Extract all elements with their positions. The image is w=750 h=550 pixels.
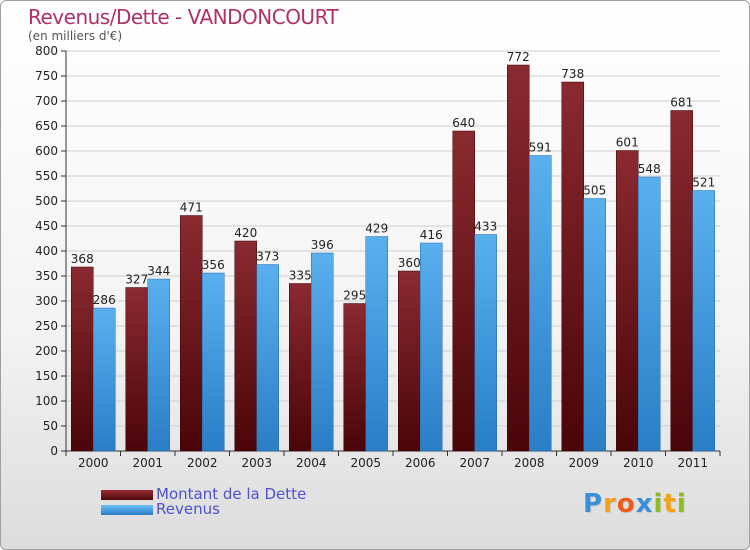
data-label: 368 xyxy=(71,252,94,266)
data-label: 286 xyxy=(93,293,116,307)
legend-label-revenus: Revenus xyxy=(156,500,220,518)
bar-revenus xyxy=(256,264,279,452)
chart-subtitle: (en milliers d'€) xyxy=(28,29,123,43)
data-label: 416 xyxy=(420,228,443,242)
bar-revenus xyxy=(529,155,552,452)
data-label: 471 xyxy=(180,201,203,215)
logo-letter: x xyxy=(635,489,654,519)
x-tick-label: 2006 xyxy=(405,456,436,470)
y-tick-label: 650 xyxy=(35,119,58,133)
data-label: 335 xyxy=(289,269,312,283)
bar-revenus xyxy=(202,272,225,452)
bar-dette xyxy=(507,64,530,452)
y-tick-label: 150 xyxy=(35,369,58,383)
bar-dette xyxy=(616,150,639,452)
y-tick-label: 600 xyxy=(35,144,58,158)
y-tick-label: 300 xyxy=(35,294,58,308)
bar-revenus xyxy=(583,198,606,452)
data-label: 327 xyxy=(125,273,148,287)
bar-dette xyxy=(561,81,584,452)
data-label: 420 xyxy=(234,226,257,240)
logo-letter: i xyxy=(653,489,664,519)
data-label: 548 xyxy=(638,162,661,176)
logo-letter: P xyxy=(583,489,604,519)
logo-letter: o xyxy=(616,489,636,519)
bar-revenus xyxy=(311,252,334,452)
y-tick-label: 0 xyxy=(50,444,58,458)
y-tick-label: 200 xyxy=(35,344,58,358)
y-tick-label: 500 xyxy=(35,194,58,208)
data-label: 591 xyxy=(529,141,552,155)
bar-revenus xyxy=(474,234,497,452)
y-tick-label: 450 xyxy=(35,219,58,233)
data-label: 356 xyxy=(202,258,225,272)
y-tick-label: 400 xyxy=(35,244,58,258)
data-label: 429 xyxy=(365,222,388,236)
y-tick-label: 100 xyxy=(35,394,58,408)
legend-swatch-revenus xyxy=(101,505,153,515)
y-tick-label: 250 xyxy=(35,319,58,333)
bar-dette xyxy=(670,110,693,452)
bar-revenus xyxy=(420,242,443,452)
data-label: 295 xyxy=(343,289,366,303)
data-label: 360 xyxy=(398,256,421,270)
x-tick-label: 2008 xyxy=(514,456,545,470)
logo-letter: i xyxy=(676,489,687,519)
logo-letter: t xyxy=(663,489,677,519)
data-label: 433 xyxy=(474,220,497,234)
y-tick-label: 550 xyxy=(35,169,58,183)
proxiti-logo: Proxiti xyxy=(583,489,687,519)
bar-dette xyxy=(289,283,312,452)
bar-dette xyxy=(71,266,94,452)
bar-revenus xyxy=(147,278,170,452)
data-label: 344 xyxy=(147,264,170,278)
legend-label-dette: Montant de la Dette xyxy=(156,485,307,503)
y-tick-label: 50 xyxy=(43,419,58,433)
bar-dette xyxy=(452,130,475,452)
x-tick-label: 2011 xyxy=(677,456,708,470)
y-tick-label: 750 xyxy=(35,69,58,83)
bar-revenus xyxy=(365,236,388,452)
y-tick-label: 700 xyxy=(35,94,58,108)
x-tick-label: 2009 xyxy=(568,456,599,470)
data-label: 640 xyxy=(452,116,475,130)
x-tick-label: 2005 xyxy=(350,456,381,470)
y-tick-label: 350 xyxy=(35,269,58,283)
data-label: 681 xyxy=(670,96,693,110)
bar-revenus xyxy=(93,307,116,452)
x-tick-label: 2004 xyxy=(296,456,327,470)
chart-title: Revenus/Dette - VANDONCOURT xyxy=(28,5,339,29)
data-label: 738 xyxy=(561,67,584,81)
legend-swatch-dette xyxy=(101,490,153,500)
bar-dette xyxy=(125,287,148,452)
x-tick-label: 2007 xyxy=(459,456,490,470)
data-label: 601 xyxy=(616,136,639,150)
data-label: 521 xyxy=(692,176,715,190)
data-label: 396 xyxy=(311,238,334,252)
x-tick-label: 2001 xyxy=(132,456,163,470)
bar-revenus xyxy=(692,190,715,452)
x-tick-label: 2002 xyxy=(187,456,218,470)
y-tick-label: 800 xyxy=(35,44,58,58)
x-tick-label: 2003 xyxy=(241,456,272,470)
bar-revenus xyxy=(638,176,661,452)
data-label: 373 xyxy=(256,250,279,264)
logo-letter: r xyxy=(603,489,617,519)
x-tick-label: 2000 xyxy=(78,456,109,470)
data-label: 505 xyxy=(583,184,606,198)
bar-dette xyxy=(398,270,421,452)
x-tick-label: 2010 xyxy=(623,456,654,470)
data-label: 772 xyxy=(507,50,530,64)
bar-dette xyxy=(234,240,257,452)
bar-dette xyxy=(180,215,203,452)
bar-dette xyxy=(343,303,366,452)
